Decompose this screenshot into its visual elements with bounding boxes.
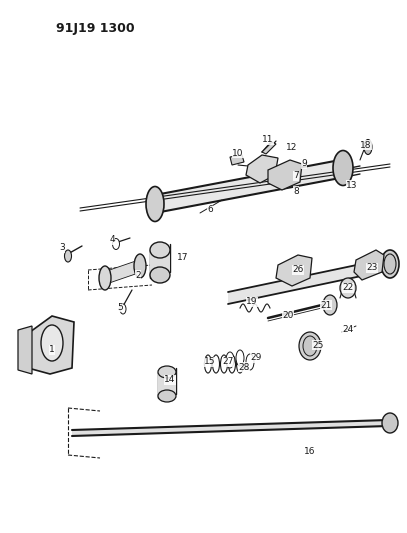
Text: 13: 13 <box>346 181 358 190</box>
Ellipse shape <box>299 332 321 360</box>
Text: 18: 18 <box>360 141 372 149</box>
Text: 7: 7 <box>293 172 299 181</box>
Ellipse shape <box>150 267 170 283</box>
Ellipse shape <box>228 355 236 373</box>
Ellipse shape <box>381 250 399 278</box>
Text: 4: 4 <box>109 236 115 245</box>
Polygon shape <box>268 160 302 190</box>
Ellipse shape <box>146 187 164 222</box>
Text: 24: 24 <box>342 326 354 335</box>
Text: 25: 25 <box>312 341 324 350</box>
Text: 3: 3 <box>59 244 65 253</box>
Ellipse shape <box>382 413 398 433</box>
Text: 17: 17 <box>177 254 189 262</box>
Text: 20: 20 <box>282 311 294 319</box>
Text: 8: 8 <box>293 187 299 196</box>
Text: 23: 23 <box>366 263 378 272</box>
Text: 12: 12 <box>286 143 298 152</box>
Polygon shape <box>158 368 176 398</box>
Ellipse shape <box>41 325 63 361</box>
Ellipse shape <box>333 150 353 185</box>
Text: 11: 11 <box>262 135 274 144</box>
Text: 6: 6 <box>207 206 213 214</box>
Ellipse shape <box>134 254 146 278</box>
Ellipse shape <box>150 242 170 258</box>
Polygon shape <box>246 155 278 183</box>
Text: 16: 16 <box>304 448 316 456</box>
Ellipse shape <box>158 366 176 378</box>
Text: 29: 29 <box>250 353 262 362</box>
Text: 22: 22 <box>342 284 354 293</box>
Text: 15: 15 <box>204 358 216 367</box>
Polygon shape <box>228 258 390 304</box>
Ellipse shape <box>212 355 219 373</box>
Polygon shape <box>155 160 340 213</box>
Ellipse shape <box>364 140 372 155</box>
Ellipse shape <box>236 355 243 373</box>
Ellipse shape <box>204 355 212 373</box>
Text: 1: 1 <box>49 345 55 354</box>
Polygon shape <box>18 326 32 374</box>
Text: 14: 14 <box>164 376 176 384</box>
Polygon shape <box>28 316 74 374</box>
Ellipse shape <box>112 238 120 249</box>
Text: 28: 28 <box>239 362 249 372</box>
Polygon shape <box>150 244 170 278</box>
Ellipse shape <box>221 355 228 373</box>
Ellipse shape <box>323 295 337 315</box>
Text: 19: 19 <box>246 297 258 306</box>
Polygon shape <box>230 155 244 165</box>
Ellipse shape <box>246 354 254 370</box>
Ellipse shape <box>340 278 356 298</box>
Polygon shape <box>105 260 140 284</box>
Text: 21: 21 <box>320 301 332 310</box>
Text: 9: 9 <box>301 159 307 168</box>
Text: 91J19 1300: 91J19 1300 <box>56 22 135 35</box>
Text: 26: 26 <box>292 265 304 274</box>
Ellipse shape <box>120 304 126 314</box>
Polygon shape <box>262 142 276 154</box>
Text: 10: 10 <box>232 149 244 157</box>
Polygon shape <box>276 255 312 286</box>
Ellipse shape <box>64 250 72 262</box>
Ellipse shape <box>384 254 396 274</box>
Text: 2: 2 <box>135 271 141 279</box>
Ellipse shape <box>158 390 176 402</box>
Polygon shape <box>72 420 388 436</box>
Ellipse shape <box>236 350 244 366</box>
Text: 27: 27 <box>222 358 234 367</box>
Text: 5: 5 <box>117 303 123 311</box>
Ellipse shape <box>303 336 317 356</box>
Ellipse shape <box>99 266 111 290</box>
Ellipse shape <box>226 352 234 368</box>
Polygon shape <box>354 250 384 280</box>
